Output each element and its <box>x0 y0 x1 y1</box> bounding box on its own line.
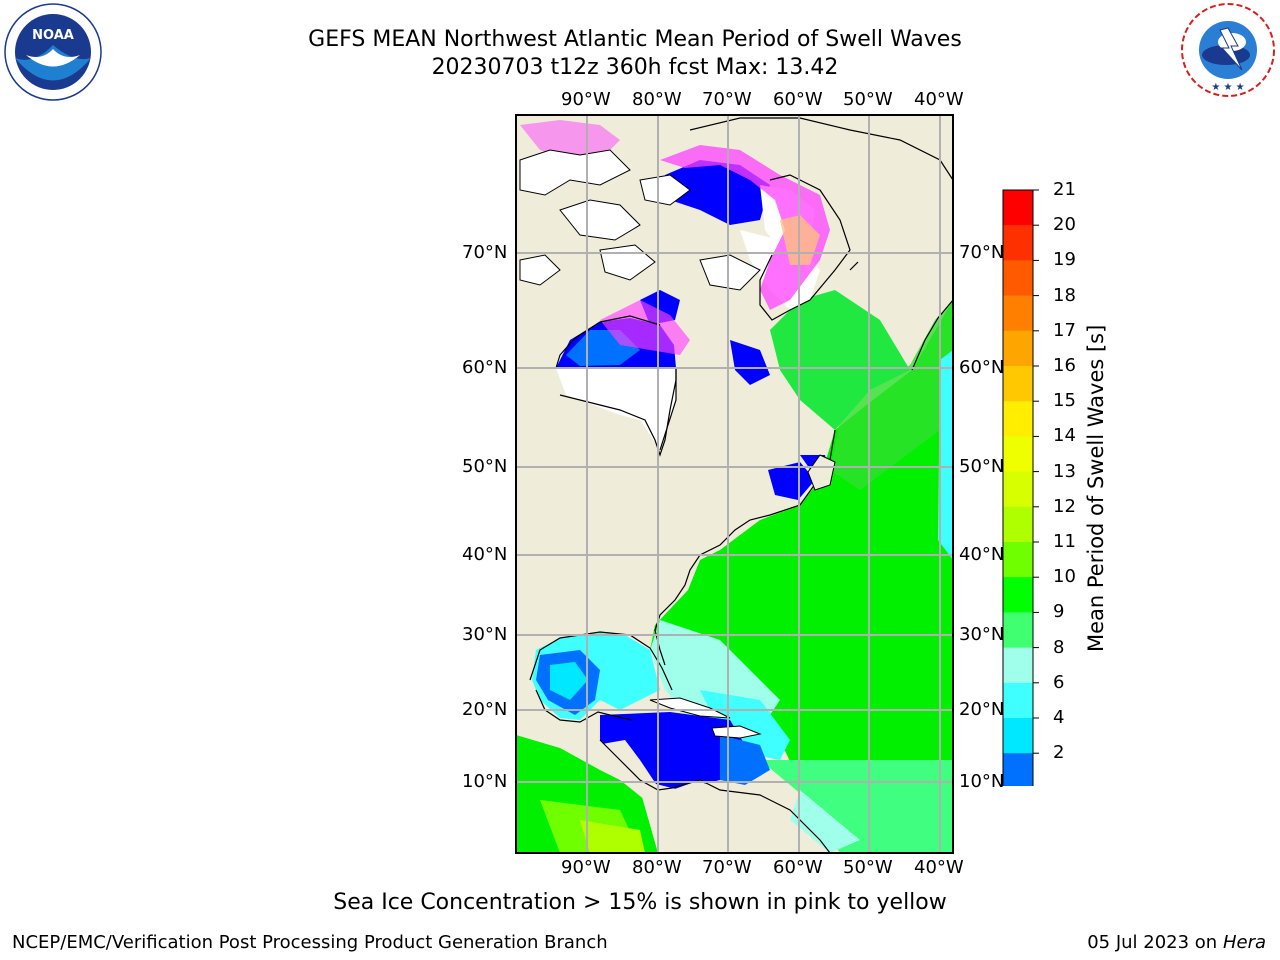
lat-label-right: 60°N <box>959 357 1005 378</box>
lat-label-right: 20°N <box>959 699 1005 720</box>
colorbar-tick-label: 13 <box>1053 460 1076 482</box>
lon-label-bottom: 50°W <box>843 857 893 878</box>
colorbar <box>1002 189 1039 786</box>
colorbar-segment <box>1003 436 1033 473</box>
colorbar-segment <box>1003 295 1033 332</box>
colorbar-tick-label: 6 <box>1053 671 1065 693</box>
lat-label-left: 30°N <box>462 624 508 645</box>
colorbar-tick-label: 19 <box>1053 249 1076 271</box>
colorbar-segment <box>1003 753 1033 786</box>
lat-label-right: 70°N <box>959 242 1005 263</box>
colorbar-segment <box>1003 647 1033 684</box>
lon-label-top: 60°W <box>773 89 823 110</box>
colorbar-tick-label: 12 <box>1053 495 1076 517</box>
lon-label-bottom: 80°W <box>632 857 682 878</box>
colorbar-tick-label: 11 <box>1053 531 1076 552</box>
colorbar-segment <box>1003 506 1033 543</box>
colorbar-tick-label: 15 <box>1053 390 1076 412</box>
colorbar-tick-label: 4 <box>1053 707 1065 728</box>
colorbar-tick-label: 21 <box>1053 179 1076 200</box>
lon-label-top: 90°W <box>561 89 611 110</box>
colorbar-tick-label: 16 <box>1053 355 1076 376</box>
colorbar-tick-label: 14 <box>1053 425 1076 447</box>
footer-credit: NCEP/EMC/Verification Post Processing Pr… <box>12 932 608 953</box>
lat-label-right: 30°N <box>959 624 1005 645</box>
colorbar-segment <box>1003 401 1033 437</box>
chart-subtitle: 20230703 t12z 360h fcst Max: 13.42 <box>431 55 839 80</box>
lon-label-top: 70°W <box>702 89 752 110</box>
lon-label-top: 50°W <box>843 89 893 110</box>
colorbar-title: Mean Period of Swell Waves [s] <box>1084 324 1108 652</box>
lon-label-top: 80°W <box>632 89 682 110</box>
colorbar-tick-label: 18 <box>1053 284 1076 306</box>
colorbar-outline <box>1002 189 1034 786</box>
colorbar-segment <box>1003 225 1033 261</box>
lon-label-bottom: 90°W <box>561 857 611 878</box>
lat-label-left: 60°N <box>462 357 508 378</box>
lon-label-top: 40°W <box>914 89 964 110</box>
lat-label-left: 50°N <box>462 456 508 477</box>
chart-title: GEFS MEAN Northwest Atlantic Mean Period… <box>308 27 962 52</box>
noaa-logo: NOAA <box>4 3 102 101</box>
svg-text:★ ★ ★: ★ ★ ★ <box>1211 82 1244 93</box>
colorbar-segment <box>1003 471 1033 508</box>
colorbar-segment <box>1003 330 1033 367</box>
colorbar-segment <box>1003 190 1033 226</box>
colorbar-segment <box>1003 718 1033 754</box>
lat-label-left: 20°N <box>462 699 508 720</box>
colorbar-segment <box>1003 612 1033 649</box>
lon-label-bottom: 40°W <box>914 857 964 878</box>
colorbar-segment <box>1003 260 1033 297</box>
colorbar-tick-label: 17 <box>1053 319 1076 341</box>
colorbar-tick-label: 8 <box>1053 636 1065 658</box>
nws-logo: ★ ★ ★ <box>1181 3 1275 97</box>
sea-ice-caption: Sea Ice Concentration > 15% is shown in … <box>333 890 947 915</box>
colorbar-segment <box>1003 577 1033 613</box>
lat-label-right: 10°N <box>959 771 1005 792</box>
colorbar-segment <box>1003 542 1033 578</box>
lat-label-left: 70°N <box>462 242 508 263</box>
footer-host: Hera <box>1222 932 1266 953</box>
lat-label-left: 10°N <box>462 771 508 792</box>
colorbar-segment <box>1003 682 1033 719</box>
colorbar-segment <box>1003 366 1033 402</box>
colorbar-tick-label: 20 <box>1053 214 1076 236</box>
footer-date-text: 05 Jul 2023 on <box>1087 932 1223 953</box>
footer-date: 05 Jul 2023 on Hera <box>1087 932 1266 953</box>
colorbar-tick-label: 10 <box>1053 566 1076 588</box>
lat-label-right: 40°N <box>959 544 1005 565</box>
lat-label-left: 40°N <box>462 544 508 565</box>
colorbar-tick-label: 9 <box>1053 601 1065 623</box>
lat-label-right: 50°N <box>959 456 1005 477</box>
lon-label-bottom: 70°W <box>702 857 752 878</box>
noaa-logo-text: NOAA <box>32 28 74 43</box>
lon-label-bottom: 60°W <box>773 857 823 878</box>
colorbar-tick-label: 2 <box>1053 742 1065 764</box>
